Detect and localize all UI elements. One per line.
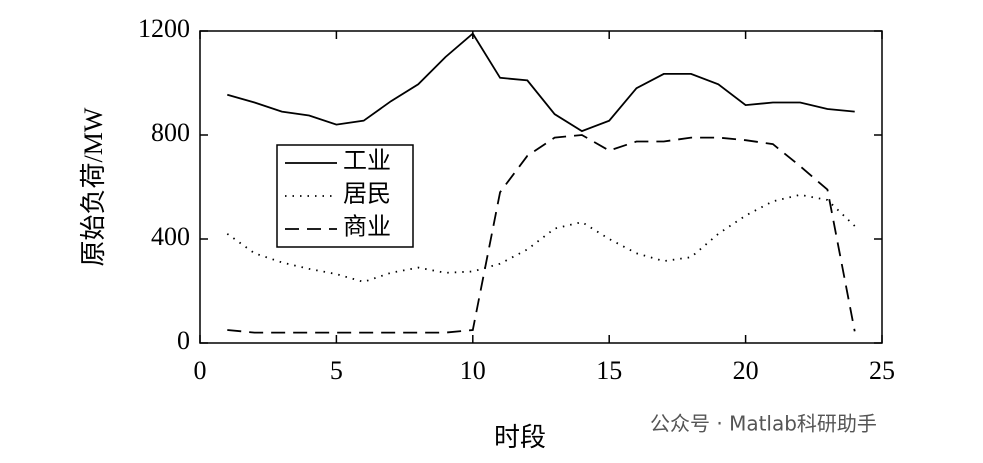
x-tick-label: 5 [330,356,343,385]
watermark: 公众号 · Matlab科研助手 [650,412,877,436]
x-tick-label: 0 [194,356,207,385]
y-tick-label: 1200 [138,14,190,43]
series-line [226,193,856,283]
legend-label: 工业 [343,148,391,175]
legend-label: 居民 [343,182,391,208]
y-tick-label: 800 [151,118,190,147]
y-axis-label: 原始负荷/MW [79,107,108,266]
x-tick-label: 25 [869,356,895,385]
x-tick-label: 10 [460,356,486,385]
x-tick-label: 15 [596,356,622,385]
legend-label: 商业 [343,214,391,241]
y-tick-label: 400 [151,222,190,251]
x-axis-label: 时段 [494,423,546,452]
y-tick-label: 0 [177,326,190,355]
series-line [227,32,855,133]
series-line [227,134,856,334]
legend-box [276,144,414,248]
plot-frame [199,30,883,344]
x-tick-label: 20 [733,356,759,385]
